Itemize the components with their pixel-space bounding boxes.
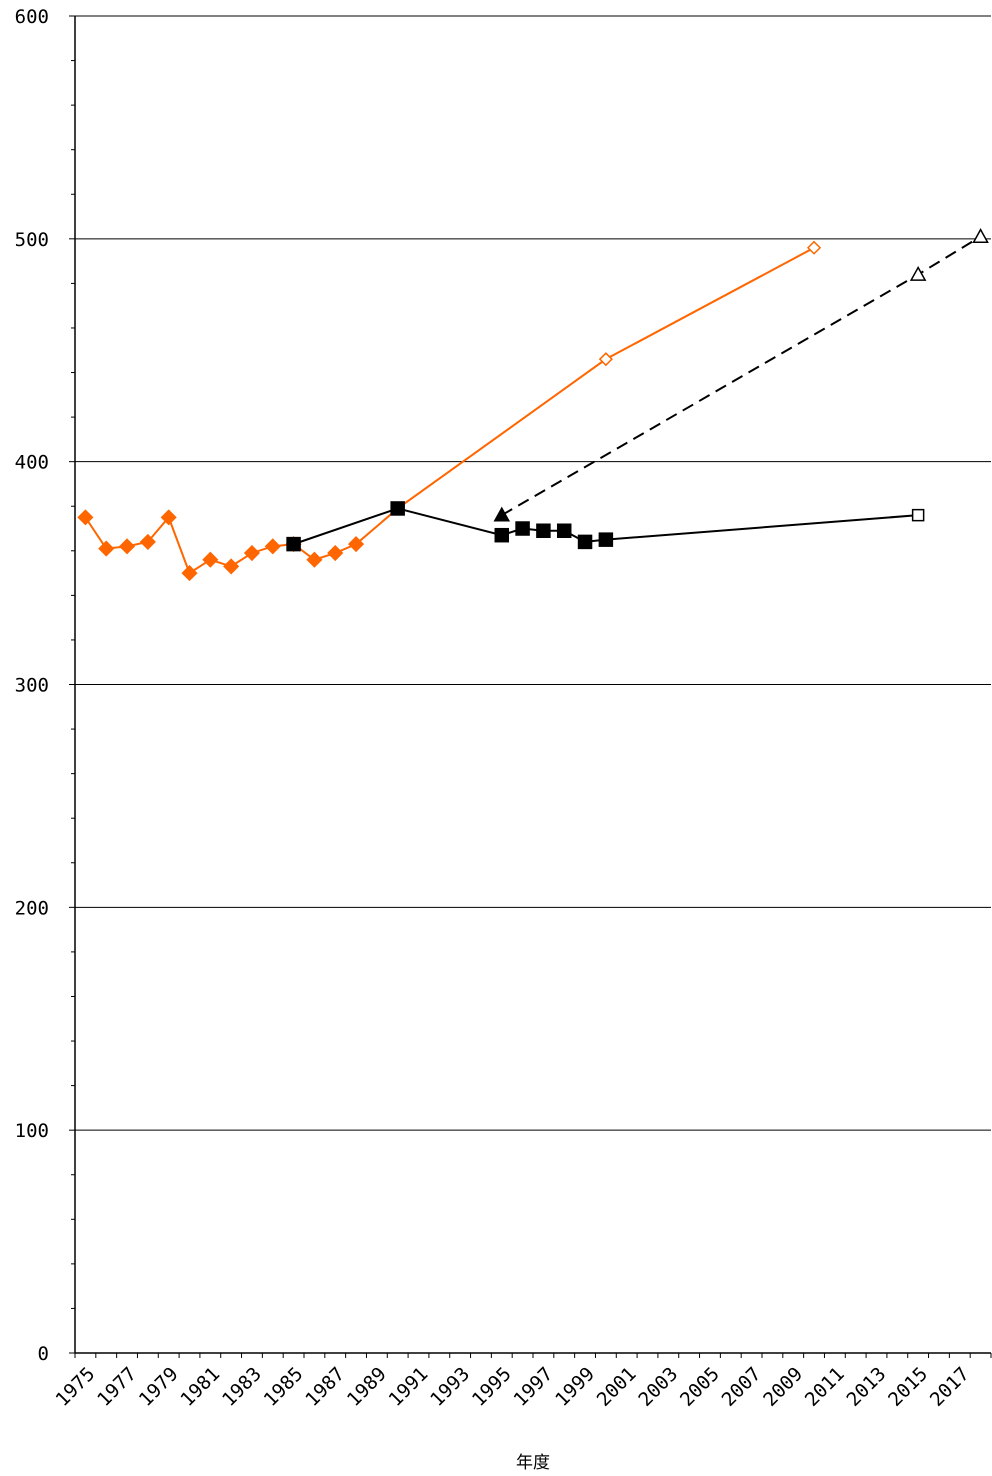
x-tick-label: 2011: [801, 1363, 849, 1411]
series-3: [493, 228, 989, 522]
data-point: [515, 521, 530, 536]
x-tick-label: 2001: [593, 1363, 641, 1411]
x-tick-label: 1989: [343, 1363, 391, 1411]
x-tick-label: 2005: [676, 1363, 724, 1411]
y-tick-label: 600: [15, 6, 49, 28]
x-tick-label: 2003: [634, 1363, 682, 1411]
data-point: [536, 523, 551, 538]
x-tick-label: 1999: [551, 1363, 599, 1411]
x-tick-label: 1995: [468, 1363, 516, 1411]
data-point: [556, 523, 572, 538]
x-tick-label: 2017: [926, 1363, 974, 1411]
x-tick-label: 2015: [884, 1363, 932, 1411]
y-tick-label: 300: [15, 675, 49, 697]
data-point: [327, 544, 344, 562]
x-tick-label: 1997: [509, 1363, 557, 1411]
x-tick-label: 1979: [135, 1363, 183, 1411]
data-point: [202, 551, 219, 568]
data-point: [98, 540, 115, 557]
data-point: [264, 538, 281, 555]
data-point: [181, 565, 198, 582]
data-point: [911, 508, 925, 522]
x-tick-label: 2013: [843, 1363, 891, 1411]
x-tick-label: 1977: [93, 1363, 141, 1411]
data-point: [160, 509, 177, 526]
data-point: [347, 536, 365, 553]
x-tick-label: 1983: [218, 1363, 266, 1411]
x-tick-label: 1975: [51, 1363, 99, 1411]
x-axis-ticks: 1975197719791981198319851987198919911993…: [51, 1353, 992, 1411]
data-point: [598, 352, 613, 367]
y-tick-label: 0: [38, 1343, 49, 1365]
y-tick-label: 400: [15, 452, 49, 474]
y-tick-label: 100: [15, 1120, 49, 1142]
data-point: [493, 506, 511, 522]
y-tick-label: 500: [15, 229, 49, 251]
data-point: [223, 558, 240, 575]
x-tick-label: 1991: [385, 1363, 433, 1411]
x-tick-label: 1981: [176, 1363, 224, 1411]
data-point: [77, 509, 94, 526]
data-point: [806, 240, 822, 255]
x-tick-label: 1987: [301, 1363, 349, 1411]
data-point: [390, 501, 405, 516]
data-point: [118, 538, 136, 555]
series-line: [501, 235, 982, 517]
x-tick-label: 2007: [718, 1363, 766, 1411]
data-point: [139, 533, 156, 550]
data-point: [909, 265, 927, 281]
series-1: [77, 240, 822, 582]
y-axis-ticks: 0 100 200 300 400 500 600: [15, 6, 75, 1365]
y-tick-label: 200: [15, 897, 49, 919]
data-point: [577, 534, 593, 550]
data-point: [972, 228, 989, 243]
series-line: [84, 246, 815, 575]
data-point: [306, 551, 323, 568]
data-point: [494, 527, 510, 543]
x-axis-label: 年度: [516, 1453, 550, 1473]
data-point: [598, 532, 614, 547]
data-point: [243, 544, 261, 562]
gridlines: [75, 15, 991, 1131]
data-point: [286, 536, 301, 552]
x-tick-label: 2009: [759, 1363, 807, 1411]
x-tick-label: 1985: [260, 1363, 308, 1411]
series-group: [77, 228, 989, 582]
x-tick-label: 1993: [426, 1363, 474, 1411]
series-2: [286, 501, 925, 552]
